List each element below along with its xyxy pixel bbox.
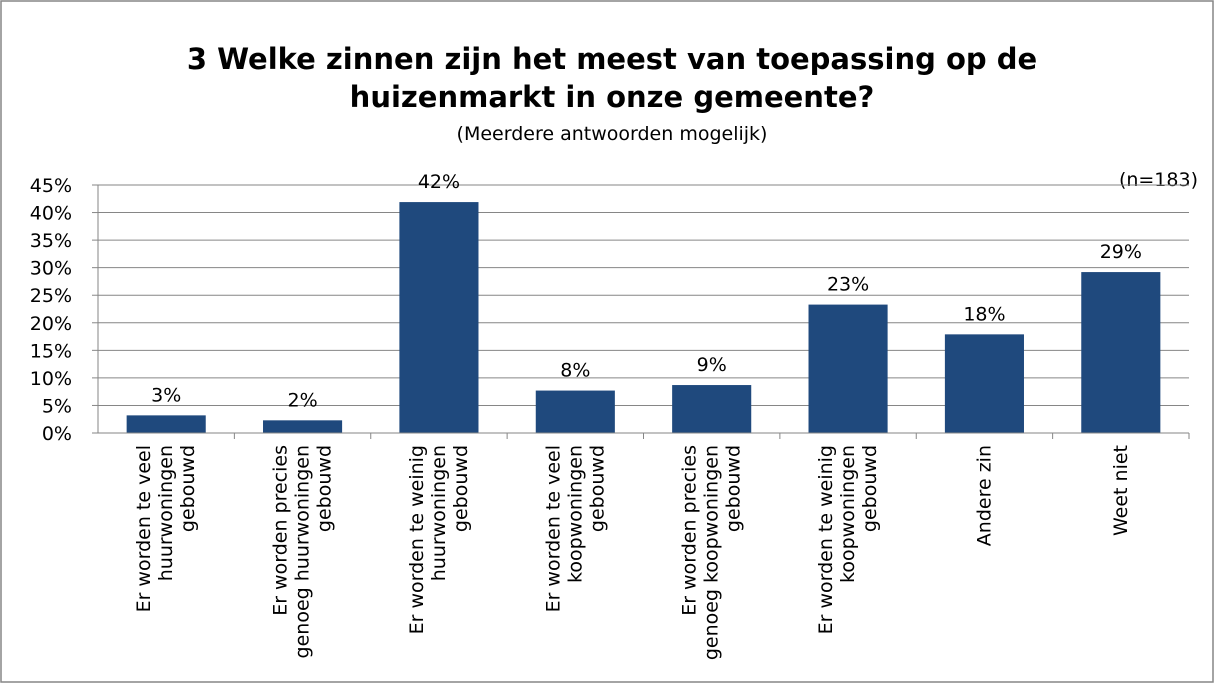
value-label: 8%	[560, 360, 590, 382]
value-label: 9%	[697, 354, 727, 376]
y-tick-label: 15%	[30, 340, 72, 362]
y-tick-label: 35%	[30, 230, 72, 252]
sample-size: (n=183)	[1119, 169, 1198, 191]
x-tick-label: Weet niet	[1110, 445, 1132, 536]
bar	[263, 420, 343, 433]
bar	[399, 202, 479, 433]
bar	[944, 334, 1024, 433]
x-tick-label: Er worden te veelhuurwoningengebouwd	[133, 445, 199, 612]
chart-title: 3 Welke zinnen zijn het meest van toepas…	[187, 42, 1037, 114]
x-tick-label: Andere zin	[973, 445, 995, 546]
value-label: 29%	[1100, 241, 1142, 263]
y-tick-label: 40%	[30, 203, 72, 225]
y-tick-label: 45%	[30, 175, 72, 197]
x-tick-label: Er worden te weinigkoopwoningengebouwd	[815, 445, 881, 634]
y-tick-label: 30%	[30, 258, 72, 280]
y-tick-label: 25%	[30, 285, 72, 307]
value-label: 18%	[963, 303, 1005, 325]
value-label: 42%	[418, 171, 460, 193]
chart-subtitle: (Meerdere antwoorden mogelijk)	[457, 123, 768, 145]
bar	[808, 304, 888, 433]
x-tick-label: Er worden te veelkoopwoningengebouwd	[542, 445, 608, 612]
x-tick-label: Er worden te weinighuurwoningengebouwd	[406, 445, 472, 634]
value-label: 3%	[151, 384, 181, 406]
x-tick-label: Er worden preciesgenoeg huurwoningengebo…	[270, 445, 336, 658]
bar	[1081, 272, 1161, 433]
bar	[535, 390, 615, 433]
value-label: 23%	[827, 274, 869, 296]
x-tick-label: Er worden preciesgenoeg koopwoningengebo…	[679, 445, 745, 660]
bar	[126, 415, 206, 433]
value-label: 2%	[287, 389, 317, 411]
y-tick-label: 10%	[30, 368, 72, 390]
y-tick-label: 20%	[30, 313, 72, 335]
y-tick-label: 5%	[42, 395, 72, 417]
bar	[672, 385, 752, 433]
y-tick-label: 0%	[42, 423, 72, 445]
